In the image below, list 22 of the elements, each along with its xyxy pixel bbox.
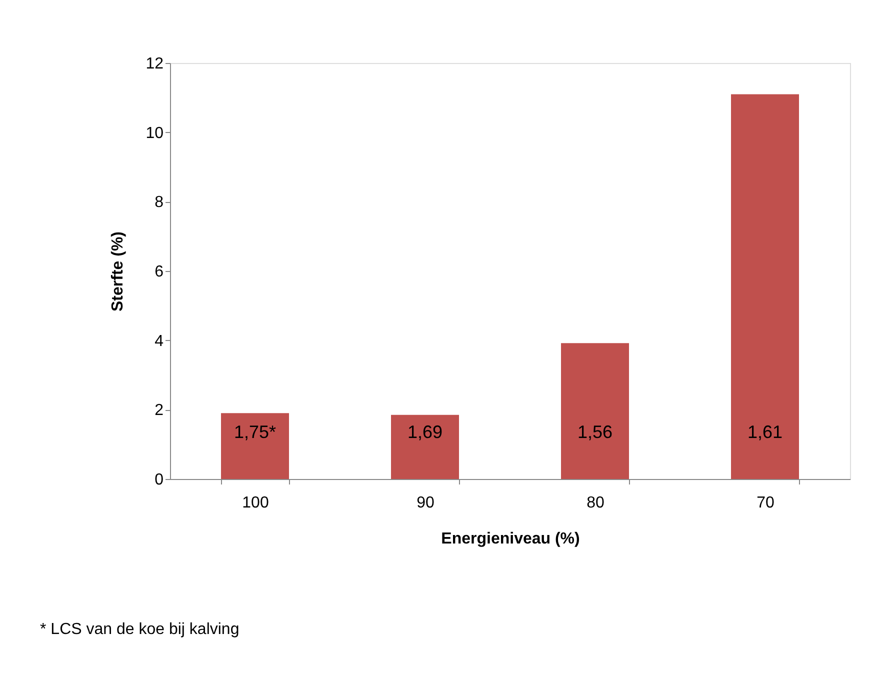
- y-tick-label: 10: [146, 124, 164, 142]
- x-tick-label: 70: [756, 494, 774, 512]
- y-tick-label: 0: [154, 472, 164, 488]
- annotation: 1,75*: [234, 422, 276, 442]
- y-tick-label: 4: [154, 332, 164, 350]
- y-tick-label: 12: [146, 56, 164, 72]
- bar: [391, 414, 459, 479]
- x-tick-label: 90: [416, 494, 434, 512]
- y-axis-title: Sterfte (%): [110, 231, 127, 312]
- y-tick-label: 2: [154, 402, 164, 420]
- bar: [221, 413, 289, 479]
- y-tick-label: 8: [154, 194, 164, 212]
- text: * LCS van de koe bij kalving: [40, 621, 240, 638]
- x-tick-label: 100: [242, 494, 269, 512]
- x-tick-label: 80: [586, 494, 604, 512]
- annotation: 1,69: [407, 422, 443, 442]
- annotation: 1,61: [747, 422, 783, 442]
- bar: [731, 94, 799, 479]
- bar: [561, 343, 629, 479]
- y-tick-label: 6: [154, 264, 164, 280]
- annotation: 1,56: [577, 422, 613, 442]
- x-axis-title: Energieniveau (%): [441, 530, 580, 548]
